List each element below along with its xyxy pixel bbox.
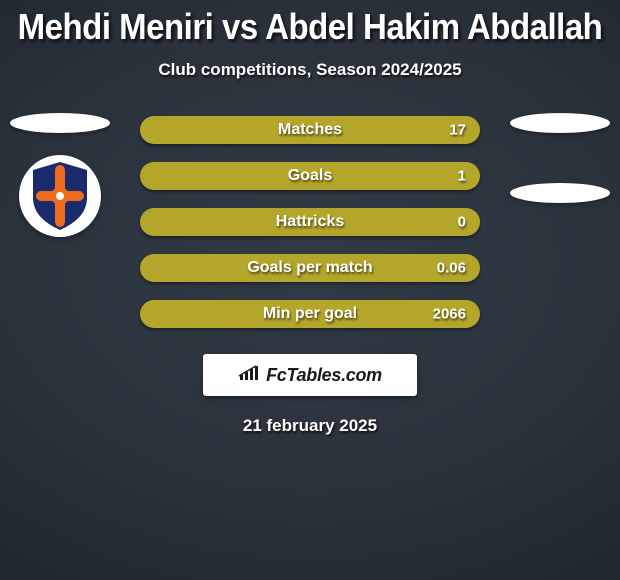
stat-label: Min per goal [263,305,357,323]
stat-row-goals-per-match: Goals per match 0.06 [140,254,480,282]
page-title: Mehdi Meniri vs Abdel Hakim Abdallah [0,6,620,48]
player-left-column [5,113,115,237]
main-area: Matches 17 Goals 1 Hattricks 0 Goals per… [0,116,620,346]
stat-label: Hattricks [276,213,344,231]
player-right-photo-placeholder-1 [510,113,610,133]
stat-row-min-per-goal: Min per goal 2066 [140,300,480,328]
main-container: Mehdi Meniri vs Abdel Hakim Abdallah Clu… [0,0,620,580]
stat-value-right: 17 [449,122,466,139]
stat-row-matches: Matches 17 [140,116,480,144]
branding-box: FcTables.com [203,354,417,396]
stat-value-right: 1 [458,168,466,185]
player-left-club-badge [19,155,101,237]
stat-row-goals: Goals 1 [140,162,480,190]
player-left-photo-placeholder [10,113,110,133]
stat-label: Goals per match [247,259,372,277]
stat-value-right: 0 [458,214,466,231]
player-right-column [505,113,615,203]
subtitle: Club competitions, Season 2024/2025 [0,60,620,80]
stat-label: Matches [278,121,342,139]
date-label: 21 february 2025 [0,416,620,436]
stats-column: Matches 17 Goals 1 Hattricks 0 Goals per… [140,116,480,346]
player-right-photo-placeholder-2 [510,183,610,203]
stat-value-right: 2066 [433,306,466,323]
stat-value-right: 0.06 [437,260,466,277]
chart-icon [238,364,260,387]
footer-area: FcTables.com [0,354,620,396]
shield-icon [29,160,91,232]
club-badge-icon [29,160,91,232]
stat-label: Goals [288,167,332,185]
branding-label: FcTables.com [266,365,382,386]
stat-row-hattricks: Hattricks 0 [140,208,480,236]
